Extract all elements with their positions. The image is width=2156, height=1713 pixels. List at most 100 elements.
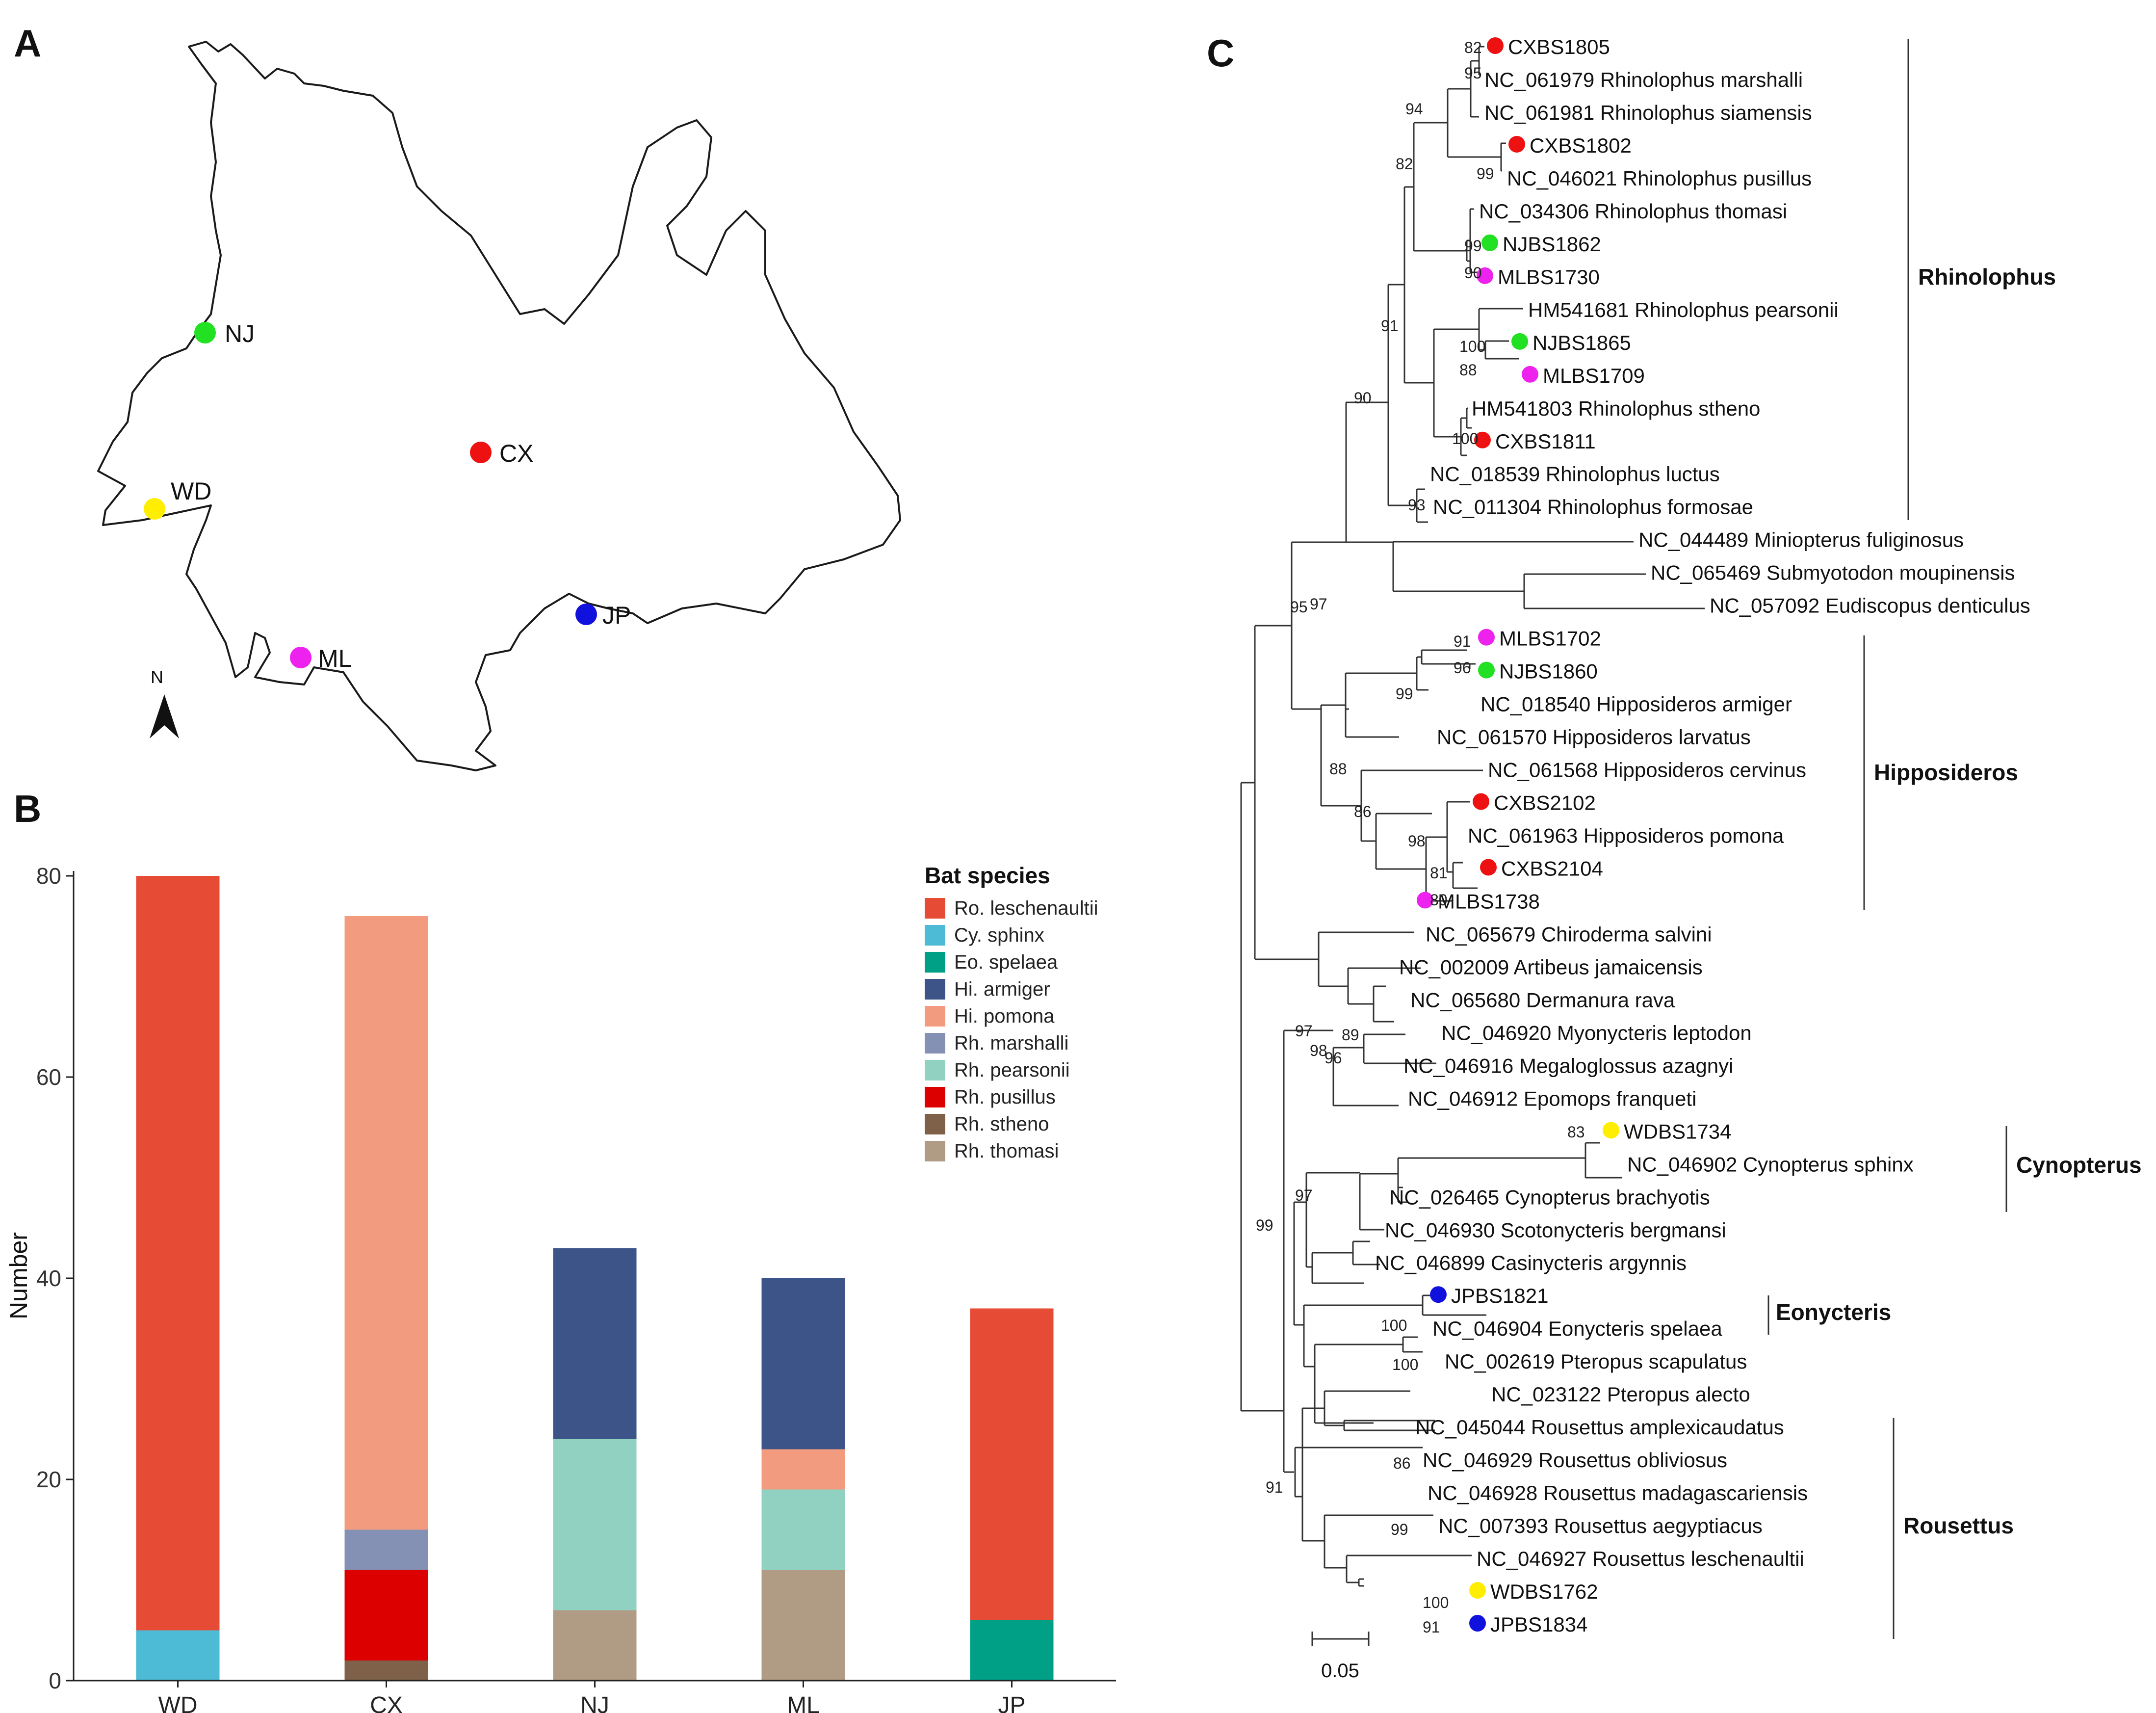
bootstrap-value: 80: [1430, 891, 1448, 909]
tree-leaf-label: CXBS2102: [1494, 791, 1596, 815]
bar-chart: WD CX NJ ML JP 0 20 40 60 80 Number Bat species …: [5, 863, 1116, 1713]
tree-leaf-label: NC_023122 Pteropus alecto: [1491, 1383, 1750, 1406]
bootstrap-value: 95: [1290, 598, 1308, 616]
legend-label: Rh. stheno: [954, 1113, 1049, 1135]
legend-label: Rh. pearsonii: [954, 1059, 1070, 1081]
tree-leaf-label: NC_018540 Hipposideros armiger: [1481, 693, 1792, 716]
tree-leaf-label: MLBS1709: [1543, 364, 1645, 387]
y-tick-label: 80: [36, 863, 61, 889]
site-label-wd: WD: [171, 477, 211, 505]
legend: Bat species Ro. leschenaultii Cy. sphinx E…: [925, 863, 1098, 1162]
tree-leaf-label: NJBS1862: [1503, 233, 1601, 256]
sample-marker: [1511, 333, 1528, 350]
tree-branches: [1240, 46, 1705, 1587]
bar-segment: [344, 1570, 428, 1660]
tree-leaf-label: NC_046920 Myonycteris leptodon: [1441, 1021, 1752, 1044]
legend-label: Eo. spelaea: [954, 951, 1058, 973]
bar-segment: [553, 1439, 637, 1610]
north-arrow-icon: [150, 694, 179, 738]
bootstrap-value: 99: [1464, 237, 1482, 255]
y-tick-label: 0: [49, 1668, 61, 1693]
sample-marker: [1487, 37, 1504, 54]
sample-marker: [1474, 431, 1491, 448]
bootstrap-value: 81: [1430, 864, 1448, 882]
bootstrap-value: 86: [1354, 803, 1372, 820]
tree-leaf-label: CXBS1811: [1495, 430, 1596, 453]
bootstrap-value: 88: [1459, 361, 1477, 379]
tree-leaf-label: HM541803 Rhinolophus stheno: [1472, 397, 1760, 420]
x-tick-labels: WD CX NJ ML JP: [158, 1681, 1026, 1713]
province-outline: [97, 41, 901, 771]
bootstrap-value: 98: [1408, 832, 1426, 850]
clade-label-cynopterus: Cynopterus: [2016, 1152, 2142, 1178]
tree-leaf-label: NC_002619 Pteropus scapulatus: [1445, 1350, 1747, 1373]
panel-label-c: C: [1207, 31, 1234, 75]
scale-bar-label: 0.05: [1321, 1660, 1359, 1682]
legend-label: Rh. pusillus: [954, 1086, 1056, 1108]
legend-label: Rh. marshalli: [954, 1032, 1068, 1054]
site-markers: NJ CX WD JP ML: [144, 320, 631, 672]
legend-swatch: [925, 1006, 945, 1027]
x-tick-label: JP: [998, 1692, 1025, 1713]
tree-leaf-label: HM541681 Rhinolophus pearsonii: [1528, 298, 1839, 321]
y-tick-label: 40: [36, 1265, 61, 1291]
bootstrap-value: 89: [1342, 1026, 1359, 1044]
bootstrap-value: 97: [1310, 595, 1327, 613]
legend-swatch: [925, 925, 945, 946]
bootstrap-value: 96: [1454, 659, 1471, 677]
tree-leaf-label: JPBS1821: [1451, 1284, 1548, 1307]
tree-leaf-label: MLBS1738: [1438, 890, 1540, 913]
bootstrap-value: 97: [1295, 1022, 1313, 1040]
bar-segment: [344, 1529, 428, 1570]
bootstrap-value: 100: [1423, 1594, 1449, 1611]
site-label-jp: JP: [602, 602, 631, 629]
tree-leaf-label: NC_018539 Rhinolophus luctus: [1430, 463, 1720, 486]
bar-group: [136, 876, 1054, 1681]
legend-items: Ro. leschenaultii Cy. sphinx Eo. spelaea Hi…: [925, 897, 1098, 1162]
sample-marker: [1473, 793, 1489, 810]
tree-leaf-label: MLBS1702: [1499, 627, 1601, 650]
x-tick-label: NJ: [580, 1692, 609, 1713]
legend-title: Bat species: [925, 863, 1050, 888]
tree-leaf-label: NC_002009 Artibeus jamaicensis: [1399, 955, 1703, 978]
tree-leaf-label: MLBS1730: [1498, 265, 1600, 289]
tree-leaf-labels: CXBS1805 NC_061979 Rhinolophus marshalli N…: [1375, 35, 2030, 1636]
tree-leaf-label: WDBS1734: [1624, 1120, 1731, 1143]
sample-marker: [1480, 859, 1497, 876]
tree-leaf-label: NC_007393 Rousettus aegyptiacus: [1438, 1514, 1763, 1537]
sample-marker: [1508, 135, 1525, 153]
tree-leaf-label: NC_065680 Dermanura rava: [1410, 988, 1675, 1011]
x-tick-label: ML: [787, 1692, 820, 1713]
panel-label-a: A: [14, 22, 41, 65]
bootstrap-value: 90: [1354, 389, 1372, 407]
bootstrap-value: 99: [1391, 1521, 1408, 1538]
tree-leaf-label: NC_046904 Eonycteris spelaea: [1432, 1317, 1722, 1340]
tree-leaf-label: WDBS1762: [1490, 1580, 1598, 1603]
tree-leaf-label: NC_057092 Eudiscopus denticulus: [1710, 594, 2030, 617]
legend-swatch: [925, 1060, 945, 1081]
bootstrap-value: 100: [1381, 1317, 1407, 1334]
tree-leaf-label: NC_044489 Miniopterus fuliginosus: [1638, 528, 1964, 552]
clade-label-eonycteris: Eonycteris: [1776, 1299, 1891, 1325]
y-tick-label: 60: [36, 1064, 61, 1090]
tree-leaf-label: NC_046927 Rousettus leschenaultii: [1477, 1547, 1804, 1570]
bootstrap-value: 83: [1567, 1123, 1585, 1141]
bar-segment: [761, 1278, 845, 1449]
tree-leaf-label: NC_026465 Cynopterus brachyotis: [1389, 1186, 1710, 1209]
site-marker-cx: [470, 442, 492, 463]
north-arrow: N: [150, 667, 179, 738]
clade-label-rhinolophus: Rhinolophus: [1918, 264, 2056, 290]
tree-leaf-label: NC_061981 Rhinolophus siamensis: [1484, 101, 1812, 124]
map-panel: NJ CX WD JP ML N: [97, 41, 901, 771]
bootstrap-value: 96: [1325, 1049, 1342, 1067]
legend-swatch: [925, 979, 945, 1000]
tree-leaf-label: CXBS1805: [1508, 35, 1610, 58]
bar-segment: [136, 876, 220, 1631]
x-tick-label: WD: [158, 1692, 198, 1713]
legend-swatch: [925, 1141, 945, 1161]
bar-segment: [344, 916, 428, 1530]
tree-leaf-label: NC_065679 Chiroderma salvini: [1426, 922, 1712, 946]
bootstrap-value: 91: [1266, 1478, 1283, 1496]
bootstrap-value: 82: [1464, 39, 1482, 56]
